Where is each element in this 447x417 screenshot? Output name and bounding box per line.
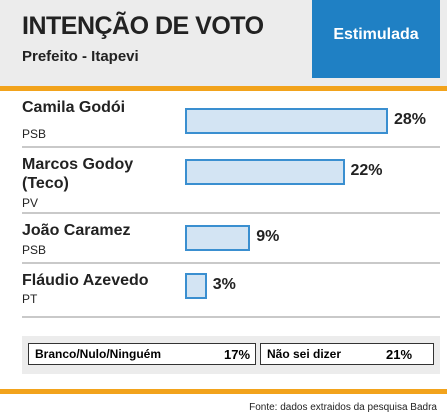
candidate-name: Marcos Godoy (Teco) [22, 156, 134, 192]
candidate-name: João Caramez [22, 222, 131, 239]
value-label: 28% [394, 111, 427, 128]
divider [0, 86, 447, 91]
value-label: 3% [212, 276, 236, 293]
other-value: 21% [386, 346, 413, 362]
other-option: Não sei dizer 21% [260, 343, 434, 365]
party: PSB [22, 127, 47, 141]
bar [185, 108, 388, 134]
other-value: 17% [224, 346, 251, 362]
row-separator [22, 212, 440, 214]
party: PT [22, 292, 38, 306]
subtitle: Prefeito - Itapevi [22, 48, 139, 65]
row-separator [22, 262, 440, 264]
row-separator [22, 146, 440, 148]
party: PSB [22, 243, 47, 257]
bar [185, 225, 251, 251]
bar [185, 159, 345, 185]
title: INTENÇÃO DE VOTO [22, 12, 264, 40]
value-label: 22% [350, 162, 383, 179]
candidate-name: Camila Godói [22, 99, 126, 116]
value-label: 9% [256, 228, 280, 245]
source: Fonte: dados extraidos da pesquisa Badra [249, 402, 437, 413]
badge: Estimulada [312, 0, 440, 78]
candidate-name: Fláudio Azevedo [22, 272, 149, 289]
row-separator [22, 316, 440, 318]
other-label: Não sei dizer [267, 347, 342, 361]
other-option: Branco/Nulo/Ninguém 17% [28, 343, 256, 365]
divider [0, 389, 447, 394]
party: PV [22, 196, 39, 210]
bar [185, 273, 207, 299]
other-label: Branco/Nulo/Ninguém [35, 347, 162, 361]
